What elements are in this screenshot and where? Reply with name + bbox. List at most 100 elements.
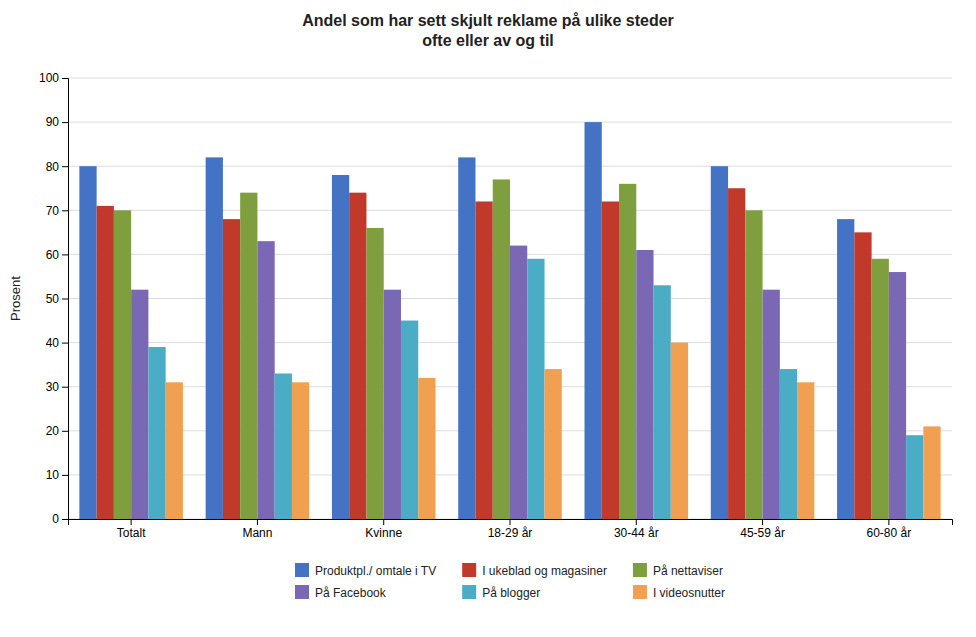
bar (797, 382, 814, 519)
y-tick-mark (62, 78, 68, 79)
bar-series (148, 259, 923, 519)
x-axis-line (69, 520, 953, 526)
bar (475, 201, 492, 519)
bar (240, 193, 257, 519)
legend-item: I ukeblad og magasiner (462, 563, 607, 578)
bar (763, 290, 780, 519)
bar (418, 378, 435, 519)
x-tick-label: 18-29 år (488, 526, 533, 540)
bar (602, 201, 619, 519)
bar (493, 179, 510, 519)
x-tick: Kvinne (365, 519, 402, 540)
bar-series (131, 241, 906, 519)
bar (837, 219, 854, 519)
bar (366, 228, 383, 519)
x-tick-label: Totalt (117, 526, 146, 540)
x-tick: 18-29 år (488, 519, 533, 540)
y-tick: 80 (46, 160, 68, 174)
bar (854, 232, 871, 519)
y-tick: 40 (46, 336, 68, 350)
bar (923, 426, 940, 519)
x-tick-mark (636, 519, 637, 525)
plot-area: 0102030405060708090100TotaltMannKvinne18… (39, 71, 953, 539)
y-tick-label: 10 (46, 468, 60, 482)
bar (401, 321, 418, 519)
y-tick-label: 60 (46, 248, 60, 262)
bar (711, 166, 728, 519)
x-tick-label: 45-59 år (740, 526, 785, 540)
bars (79, 122, 940, 519)
legend-swatch (633, 563, 647, 577)
bar (619, 184, 636, 519)
bar (510, 246, 527, 519)
bar (292, 382, 309, 519)
bar (332, 175, 349, 519)
y-tick: 10 (46, 468, 68, 482)
bar (223, 219, 240, 519)
legend: Produktpl./ omtale i TVI ukeblad og maga… (295, 563, 725, 600)
bar (745, 210, 762, 519)
y-tick-mark (62, 475, 68, 476)
legend-label: På Facebook (315, 586, 387, 600)
legend-label: På nettaviser (653, 564, 723, 578)
bar (275, 373, 292, 519)
legend-item: På nettaviser (633, 563, 723, 578)
chart-container: Andel som har sett skjult reklame på uli… (0, 0, 976, 637)
x-tick-label: Mann (242, 526, 272, 540)
y-tick-label: 40 (46, 336, 60, 350)
x-tick: Mann (242, 519, 272, 540)
y-tick-label: 100 (39, 71, 59, 85)
x-tick-mark (762, 519, 763, 525)
y-tick: 0 (52, 512, 68, 526)
x-tick-label: Kvinne (365, 526, 402, 540)
y-tick-label: 80 (46, 160, 60, 174)
legend-label: På blogger (482, 586, 540, 600)
bar (131, 290, 148, 519)
y-tick: 90 (46, 115, 68, 129)
grid (68, 78, 952, 519)
bar (636, 250, 653, 519)
bar (206, 157, 223, 519)
bar (97, 206, 114, 519)
x-tick-mark (131, 519, 132, 525)
bar (671, 343, 688, 519)
y-tick-label: 50 (46, 292, 60, 306)
bar (906, 435, 923, 519)
bar-series (79, 122, 854, 519)
y-tick: 50 (46, 292, 68, 306)
y-tick-mark (62, 254, 68, 255)
x-tick: 30-44 år (614, 519, 659, 540)
legend-swatch (462, 563, 476, 577)
x-axis: Totalt Mann Kvinne 18-29 år 30-44 år 45-59 år… (69, 519, 953, 540)
bar (166, 382, 183, 519)
legend-label: I videosnutter (653, 586, 725, 600)
y-tick: 60 (46, 248, 68, 262)
bar (114, 210, 131, 519)
bar (728, 188, 745, 519)
y-tick-mark (62, 387, 68, 388)
y-tick: 20 (46, 424, 68, 438)
x-tick-mark (383, 519, 384, 525)
y-tick-mark (62, 519, 68, 520)
legend-label: I ukeblad og magasiner (482, 564, 607, 578)
bar (257, 241, 274, 519)
bar (349, 193, 366, 519)
legend-item: På blogger (462, 585, 540, 600)
x-tick: Totalt (117, 519, 146, 540)
legend-swatch (633, 585, 647, 599)
x-tick: 60-80 år (867, 519, 912, 540)
legend-item: På Facebook (295, 585, 387, 600)
x-tick-mark (888, 519, 889, 525)
y-tick: 70 (46, 204, 68, 218)
x-tick: 45-59 år (740, 519, 785, 540)
bar (527, 259, 544, 519)
x-tick-label: 30-44 år (614, 526, 659, 540)
y-axis-title: Prosent (8, 276, 23, 321)
bar-series (97, 188, 872, 519)
bar (654, 285, 671, 519)
chart-svg: Andel som har sett skjult reklame på uli… (0, 0, 976, 637)
y-tick-label: 0 (52, 512, 59, 526)
bar (458, 157, 475, 519)
y-tick-label: 70 (46, 204, 60, 218)
bar (545, 369, 562, 519)
